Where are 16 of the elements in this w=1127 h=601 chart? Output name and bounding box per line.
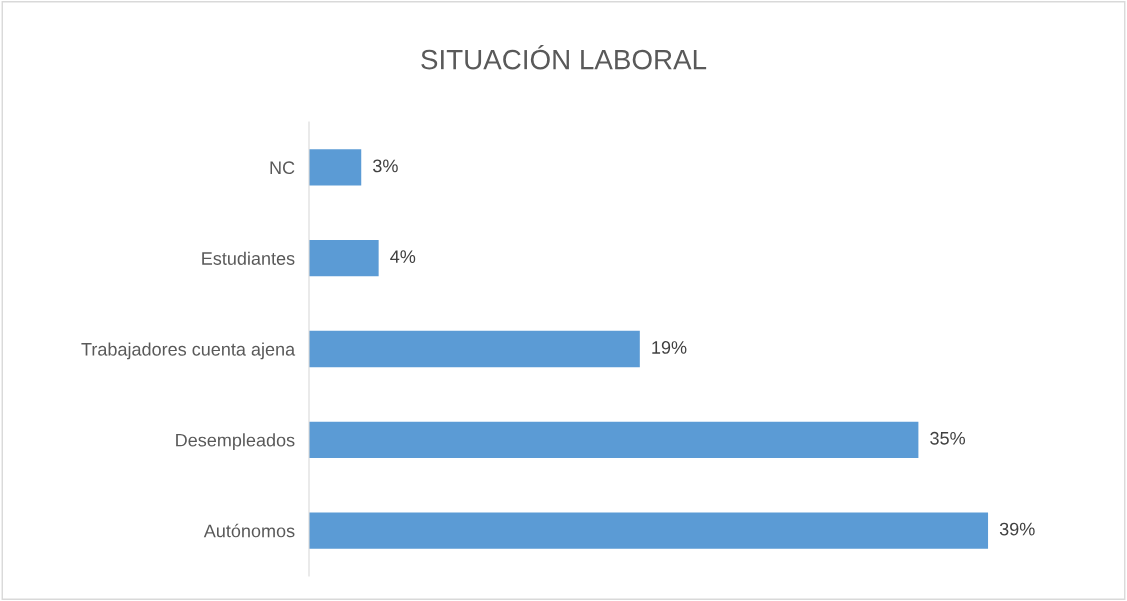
bar	[309, 149, 362, 186]
data-label: 4%	[390, 250, 416, 263]
y-tick-label: Estudiantes	[202, 251, 295, 265]
data-label: 19%	[652, 341, 687, 354]
y-tick-label: Autónomos	[203, 523, 295, 538]
bar	[309, 421, 919, 458]
data-label: 35%	[930, 431, 966, 445]
data-label: 39%	[999, 522, 1035, 536]
bar	[309, 330, 640, 368]
y-tick-label: Desempleados	[176, 433, 295, 451]
data-label: 3%	[373, 159, 398, 173]
bar	[309, 512, 989, 549]
chart-title: SITUACIÓN LABORAL	[421, 45, 707, 70]
y-tick-label: Trabajadores cuenta ajena	[81, 342, 296, 360]
bar	[309, 240, 379, 277]
y-tick-label: NC	[270, 161, 295, 175]
